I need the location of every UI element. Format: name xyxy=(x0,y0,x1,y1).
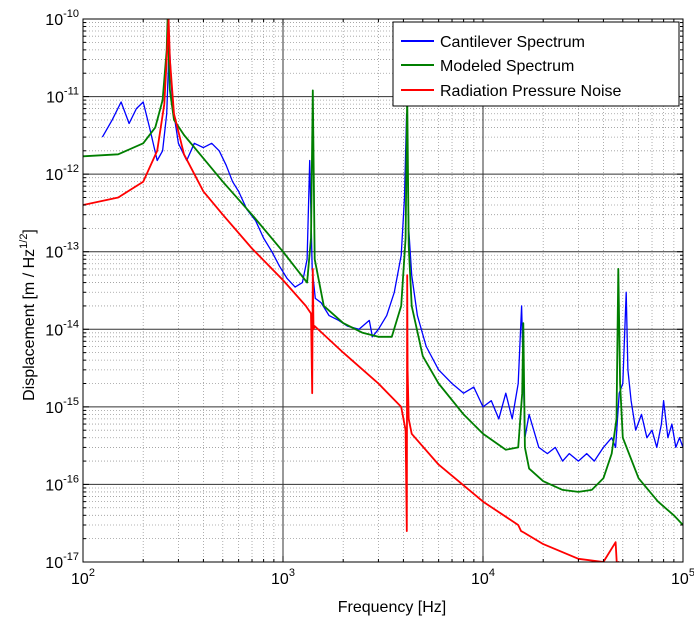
legend-label-radiation: Radiation Pressure Noise xyxy=(440,83,622,100)
y-tick-label: 10-13 xyxy=(45,241,79,262)
grid xyxy=(83,19,683,562)
y-tick-label-base: 10 xyxy=(45,477,63,494)
y-tick-label-base: 10 xyxy=(45,322,63,339)
x-tick-label: 103 xyxy=(271,567,295,588)
y-axis-label: Displacement [m / Hz1/2] xyxy=(18,229,38,401)
plot-area xyxy=(83,19,683,562)
series-line-modeled-spectrum xyxy=(83,19,683,526)
y-tick-label-exponent: -10 xyxy=(63,8,79,20)
legend: Cantilever Spectrum Modeled Spectrum Rad… xyxy=(392,21,680,107)
x-tick-label-exponent: 3 xyxy=(289,567,295,579)
x-tick-label-base: 10 xyxy=(271,571,289,588)
x-axis-label: Frequency [Hz] xyxy=(338,599,446,616)
plot-frame xyxy=(82,18,684,563)
y-tick-label: 10-15 xyxy=(45,396,79,417)
y-tick-label-exponent: -15 xyxy=(63,396,79,408)
y-tick-label: 10-14 xyxy=(45,318,79,339)
y-tick-label: 10-16 xyxy=(45,473,79,494)
ticks xyxy=(82,18,684,563)
y-tick-label: 10-12 xyxy=(45,163,79,184)
y-tick-label-base: 10 xyxy=(45,245,63,262)
legend-label-cantilever: Cantilever Spectrum xyxy=(440,34,585,51)
series-line-radiation-pressure-noise xyxy=(83,19,620,562)
legend-label-modeled: Modeled Spectrum xyxy=(440,58,574,75)
x-tick-label: 102 xyxy=(71,567,95,588)
y-tick-label-exponent: -13 xyxy=(63,241,79,253)
y-tick-label-exponent: -16 xyxy=(63,473,79,485)
y-tick-label: 10-11 xyxy=(46,86,79,107)
x-tick-label-base: 10 xyxy=(471,571,489,588)
x-tick-labels: 102 103 104 105 xyxy=(71,567,694,588)
y-axis-label-suffix: ] xyxy=(21,229,38,233)
y-tick-label-exponent: -11 xyxy=(64,86,79,98)
y-tick-label-base: 10 xyxy=(45,400,63,417)
x-tick-label: 105 xyxy=(671,567,694,588)
y-axis-label-exponent: 1/2 xyxy=(18,234,30,249)
y-tick-label-exponent: -14 xyxy=(63,318,79,330)
y-tick-label: 10-10 xyxy=(45,8,79,29)
x-tick-label-exponent: 5 xyxy=(689,567,694,579)
y-tick-label-base: 10 xyxy=(45,555,63,572)
y-tick-label-base: 10 xyxy=(45,167,63,184)
x-tick-label-base: 10 xyxy=(71,571,89,588)
y-tick-label-exponent: -17 xyxy=(63,551,79,563)
series-layer xyxy=(83,19,683,562)
y-tick-label-base: 10 xyxy=(45,12,63,29)
y-tick-label-exponent: -12 xyxy=(63,163,79,175)
y-axis-label-prefix: Displacement [m / Hz xyxy=(21,249,38,401)
y-tick-label: 10-17 xyxy=(45,551,79,572)
y-tick-label-base: 10 xyxy=(46,90,64,107)
x-tick-label-base: 10 xyxy=(671,571,689,588)
x-tick-label-exponent: 2 xyxy=(89,567,95,579)
x-tick-label: 104 xyxy=(471,567,495,588)
x-tick-label-exponent: 4 xyxy=(489,567,495,579)
legend-box xyxy=(392,21,680,107)
